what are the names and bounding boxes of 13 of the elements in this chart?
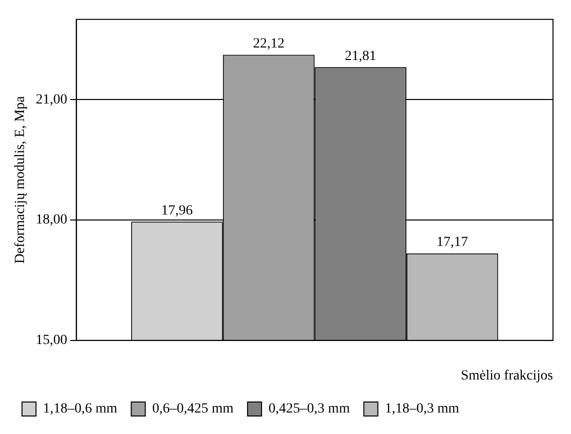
y-axis-title: Deformacijų modulis, E, Mpa — [13, 95, 28, 264]
legend-label: 1,18–0,6 mm — [43, 402, 118, 417]
data-label: 17,17 — [436, 235, 468, 250]
y-tick-label: 18,00 — [36, 212, 68, 228]
y-tick-label: 21,00 — [36, 92, 68, 108]
data-label: 17,96 — [161, 203, 193, 218]
legend-label: 0,6–0,425 mm — [152, 402, 234, 417]
y-tick-label: 15,00 — [36, 333, 68, 348]
x-axis-title: Smėlio frakcijos — [460, 368, 553, 384]
data-label: 21,81 — [344, 48, 376, 64]
legend-label: 0,425–0,3 mm — [268, 402, 350, 417]
legend-label: 1,18–0,3 mm — [384, 402, 460, 417]
data-label: 22,12 — [253, 36, 285, 52]
